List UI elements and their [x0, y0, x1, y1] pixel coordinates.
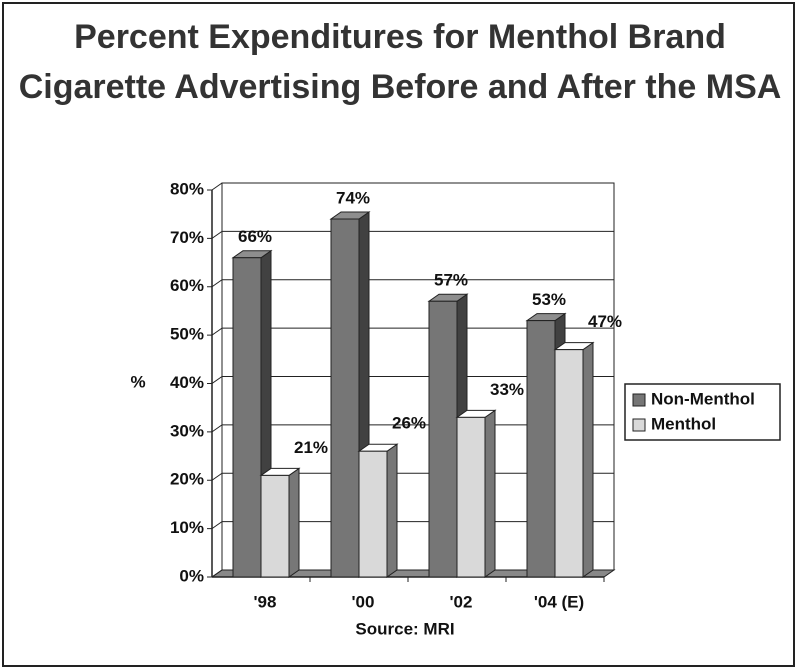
bar-side [582, 341, 594, 578]
grid-line [211, 472, 223, 481]
grid-line [211, 569, 223, 578]
data-label: 66% [238, 227, 272, 246]
x-tick-label: '04 (E) [534, 592, 584, 611]
bar [232, 257, 262, 578]
data-label: 74% [336, 189, 370, 208]
grid-line [211, 182, 223, 191]
bar [358, 450, 388, 578]
y-tick-label: 50% [170, 325, 204, 344]
legend-label: Non-Menthol [651, 389, 755, 408]
bar [456, 416, 486, 578]
y-tick-label: 30% [170, 421, 204, 440]
y-tick-label: 70% [170, 228, 204, 247]
bar [554, 349, 584, 578]
bar-side [386, 443, 398, 578]
grid-line [211, 230, 223, 239]
data-label: 53% [532, 290, 566, 309]
y-tick-label: 20% [170, 470, 204, 489]
y-tick-label: 10% [170, 518, 204, 537]
y-tick-label: 40% [170, 373, 204, 392]
data-label: 26% [392, 414, 426, 433]
bar [428, 300, 458, 578]
legend-box [624, 383, 781, 441]
x-axis-label: Source: MRI [355, 619, 454, 638]
grid-line [211, 327, 223, 336]
y-tick-label: 80% [170, 179, 204, 198]
data-label: 33% [490, 380, 524, 399]
y-axis-label: % [130, 372, 145, 391]
y-tick-label: 60% [170, 276, 204, 295]
bar [260, 474, 290, 578]
data-label: 21% [294, 438, 328, 457]
x-tick-label: '02 [450, 592, 473, 611]
data-label: 47% [588, 312, 622, 331]
legend-swatch [632, 393, 646, 407]
grid-line [211, 424, 223, 433]
legend-label: Menthol [651, 414, 716, 433]
x-tick-label: '00 [352, 592, 375, 611]
bar [330, 218, 360, 578]
y-tick-label: 0% [179, 566, 204, 585]
grid-line [211, 279, 223, 288]
grid-line [211, 376, 223, 384]
bar [526, 320, 556, 578]
data-label: 57% [434, 271, 468, 290]
x-tick-label: '98 [254, 592, 277, 611]
chart-title: Percent Expenditures for Menthol Brand C… [18, 18, 782, 106]
bar-side [288, 467, 300, 578]
bar-side [484, 409, 496, 578]
grid-line [211, 521, 223, 530]
legend-swatch [632, 418, 646, 432]
